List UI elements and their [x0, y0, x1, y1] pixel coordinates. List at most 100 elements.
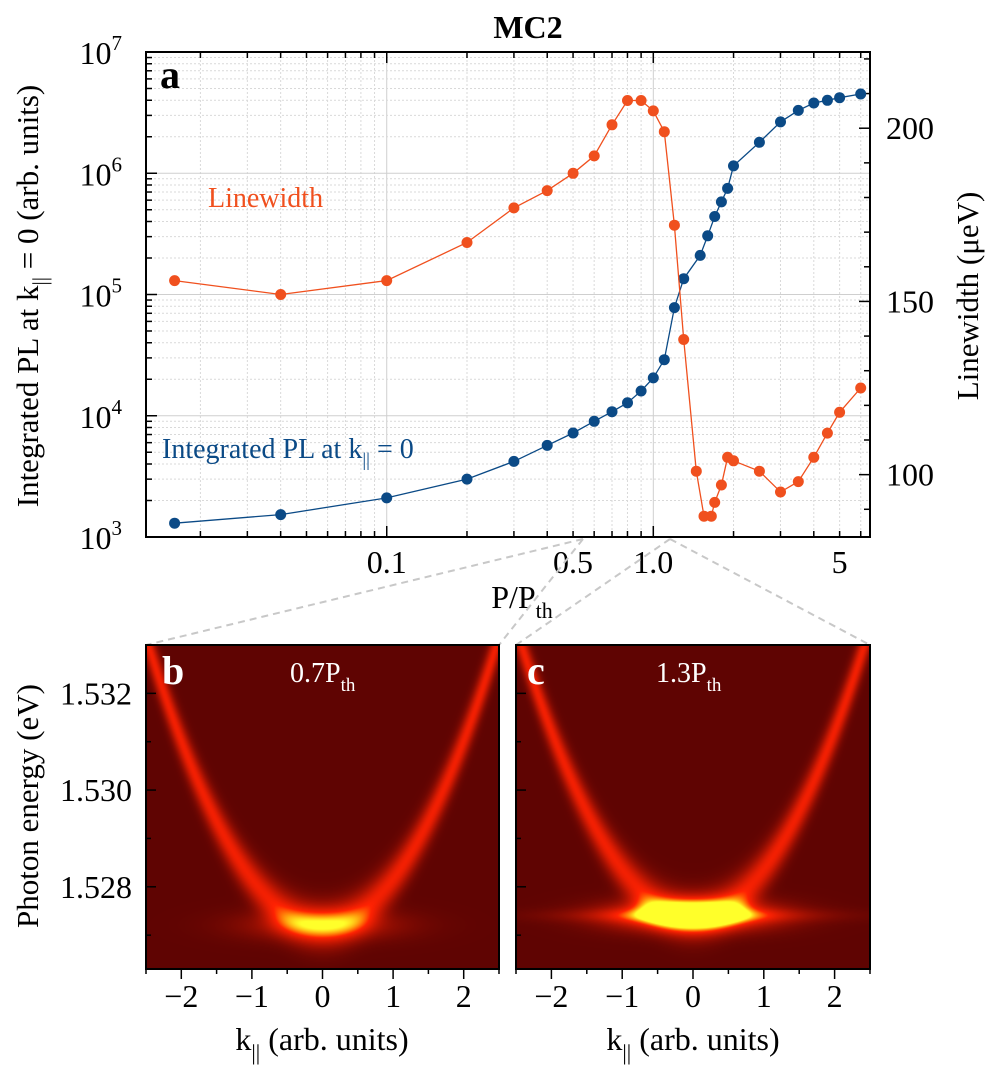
x-tick-label: 1 [756, 978, 772, 1014]
y-right-tick-label: 200 [886, 110, 934, 146]
data-point-pl [722, 182, 734, 194]
data-point-linewidth [622, 95, 633, 106]
x-axis-label-b: k|| (arb. units) [235, 1021, 408, 1065]
data-point-linewidth [588, 150, 600, 162]
data-point-pl [728, 160, 739, 172]
data-point-linewidth [508, 202, 520, 214]
y-axis-label-left: Integrated PL at k|| = 0 (arb. units) [10, 85, 52, 508]
y-tick-label: 1.528 [60, 869, 132, 905]
heatmap-b [146, 645, 499, 969]
connector-c-right [669, 538, 871, 646]
data-point-pl [635, 385, 647, 397]
data-point-pl [694, 249, 706, 261]
x-tick-label: −2 [534, 978, 568, 1014]
panel-b: −2 −1 0 1 2 1.528 1.530 1.532 b 0.7Pth k|| (arb… [10, 644, 500, 1065]
data-point-pl [658, 354, 670, 366]
data-point-linewidth [567, 167, 579, 179]
data-point-pl [275, 509, 287, 521]
data-point-pl [588, 415, 600, 427]
data-point-linewidth [635, 95, 647, 106]
y-tick-label: 1.532 [60, 675, 132, 711]
x-axis-label-c: k|| (arb. units) [606, 1021, 779, 1065]
zoom-connectors [145, 538, 871, 646]
data-point-linewidth [647, 105, 659, 117]
y-tick-label: 103 [80, 516, 123, 556]
heatmap-c [516, 645, 870, 969]
data-point-linewidth [715, 479, 727, 491]
data-point-pl [567, 427, 579, 439]
data-point-pl [834, 92, 846, 104]
data-point-linewidth [381, 275, 393, 287]
data-point-linewidth [658, 126, 670, 138]
data-point-pl [678, 273, 690, 285]
data-point-pl [753, 136, 765, 148]
data-point-pl [715, 196, 727, 208]
y-axis-label-right: Linewidth (μeV) [950, 192, 985, 401]
x-tick-label: 0 [315, 978, 331, 1014]
x-tick-label: 2 [827, 978, 843, 1014]
x-tick-label: 0.5 [553, 544, 593, 580]
data-point-pl [541, 439, 553, 451]
series-a [169, 88, 867, 529]
data-point-linewidth [808, 451, 820, 463]
y-tick-label: 105 [80, 274, 123, 314]
data-point-linewidth [728, 455, 739, 467]
data-point-pl [855, 88, 867, 100]
data-point-linewidth [606, 119, 618, 131]
data-point-linewidth [709, 496, 721, 508]
ticks-b: −2 −1 0 1 2 1.528 1.530 1.532 [60, 675, 500, 1014]
ticks-c: −2 −1 0 1 2 [515, 692, 871, 1014]
data-point-pl [668, 302, 680, 314]
data-point-linewidth [792, 476, 804, 488]
y-tick-label: 104 [80, 395, 123, 435]
data-point-pl [775, 116, 786, 128]
panel-c: −2 −1 0 1 2 c 1.3Pth k|| (arb. units) [515, 644, 871, 1065]
grid-a [146, 52, 870, 537]
pl-label: Integrated PL at k|| = 0 [162, 434, 414, 471]
data-point-linewidth [753, 465, 765, 477]
data-point-linewidth [855, 382, 867, 394]
data-point-linewidth [690, 465, 702, 477]
y-tick-label: 107 [80, 31, 123, 71]
panel-letter-c: c [527, 648, 545, 693]
power-annotation-b: 0.7Pth [290, 658, 356, 696]
x-tick-label: 1 [385, 978, 401, 1014]
data-point-linewidth [169, 275, 181, 287]
ticks-a: 0.1 0.5 1.0 5 103 104 105 106 107 100 150 200 [80, 31, 935, 580]
connector-b-right [498, 538, 584, 646]
panel-letter-b: b [162, 648, 184, 693]
y-tick-label: 106 [80, 152, 123, 192]
data-point-pl [381, 492, 393, 504]
data-point-pl [808, 97, 820, 109]
y-tick-label: 1.530 [60, 772, 132, 808]
data-point-pl [606, 406, 618, 418]
x-tick-label: −1 [235, 978, 269, 1014]
data-point-linewidth [275, 289, 287, 300]
x-tick-label: 2 [456, 978, 472, 1014]
y-right-tick-label: 150 [886, 283, 934, 319]
data-point-linewidth [461, 237, 473, 248]
data-point-linewidth [678, 334, 690, 345]
connector-b-left [145, 538, 584, 646]
data-point-pl [709, 211, 721, 222]
y-right-tick-label: 100 [886, 457, 934, 493]
data-point-linewidth [821, 427, 833, 439]
panel-a: MC2 0.1 0.5 1.0 5 103 104 105 106 107 100 150 200 a… [10, 9, 985, 623]
data-point-pl [508, 455, 520, 467]
data-point-linewidth [775, 486, 786, 498]
plot-frame-a [145, 51, 871, 538]
x-tick-label: −1 [605, 978, 639, 1014]
data-point-pl [622, 397, 633, 409]
data-point-pl [702, 230, 714, 242]
data-point-linewidth [834, 406, 846, 418]
data-point-pl [792, 104, 804, 116]
data-point-linewidth [705, 510, 717, 522]
x-tick-label: 5 [832, 544, 848, 580]
linewidth-label: Linewidth [208, 183, 323, 214]
power-annotation-c: 1.3Pth [656, 658, 722, 696]
x-tick-label: 0 [685, 978, 701, 1014]
data-point-linewidth [541, 185, 553, 197]
series-line-pl [174, 93, 861, 524]
x-tick-label: 1.0 [633, 544, 673, 580]
